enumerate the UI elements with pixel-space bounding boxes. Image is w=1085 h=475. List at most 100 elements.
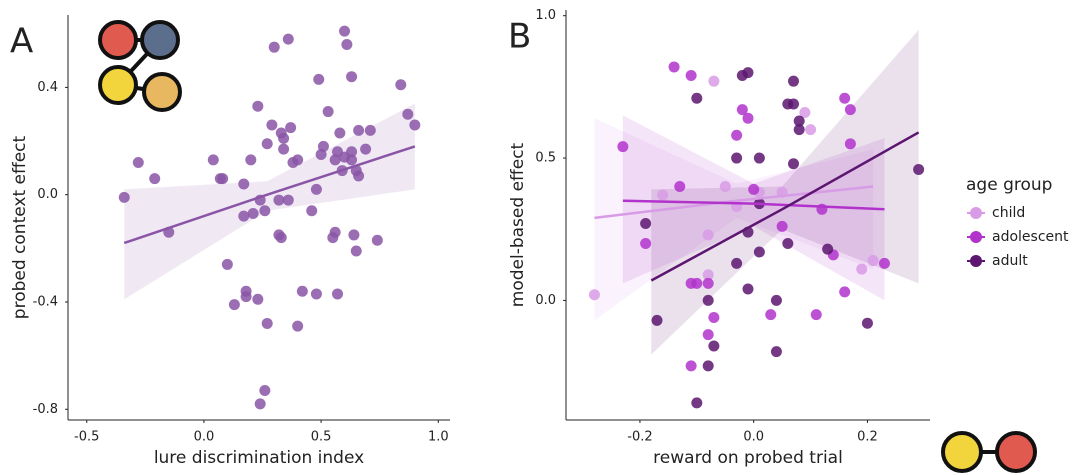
point <box>708 312 720 323</box>
y-tick-label: -0.8 <box>33 402 58 417</box>
point <box>353 170 365 182</box>
point <box>691 92 703 104</box>
icon-monster <box>98 20 138 60</box>
panel: -0.2 0.0 0.2 0.0 0.5 1.0 reward on probed tria… <box>508 8 1069 468</box>
point <box>360 143 372 155</box>
point <box>259 384 271 396</box>
point <box>799 107 811 118</box>
point <box>657 189 669 201</box>
point <box>346 71 358 83</box>
point <box>364 124 376 136</box>
y-tick-label: 0.5 <box>535 151 556 166</box>
point <box>788 75 799 87</box>
point <box>247 207 259 219</box>
point <box>402 108 414 120</box>
icon-group-bottom <box>941 431 1037 473</box>
point <box>310 288 322 300</box>
point <box>266 119 278 131</box>
point <box>252 100 264 112</box>
point <box>292 320 304 332</box>
y-axis-title: model-based effect <box>508 142 528 307</box>
fit-line <box>650 131 920 282</box>
icon-coins <box>142 72 182 112</box>
point <box>334 127 346 139</box>
point <box>346 154 358 166</box>
point <box>770 294 782 306</box>
point <box>793 115 805 127</box>
point <box>753 246 765 258</box>
point <box>322 106 334 118</box>
point <box>282 194 294 206</box>
confidence-band <box>622 115 885 301</box>
point <box>240 291 252 303</box>
point <box>691 397 703 409</box>
y-tick-label: 0.0 <box>535 293 556 308</box>
icon-city <box>140 20 180 60</box>
point <box>702 360 714 372</box>
point <box>317 140 329 152</box>
y-axis-title: probed context effect <box>10 135 30 319</box>
point <box>282 33 294 45</box>
point <box>651 314 663 326</box>
point <box>702 277 714 289</box>
point <box>348 229 360 241</box>
x-tick-label: 0.5 <box>311 430 332 445</box>
x-tick-label: 1.0 <box>428 430 449 445</box>
point <box>261 138 273 150</box>
plots: -0.5 0.0 0.5 1.0 -0.8 -0.4 0.0 0.4 lure discrimi… <box>10 8 1069 468</box>
fit-line <box>594 185 874 220</box>
fit-line <box>123 145 416 245</box>
point <box>782 237 794 249</box>
point <box>149 173 161 185</box>
legend-title: age group <box>966 175 1052 195</box>
point <box>839 92 851 104</box>
point <box>254 398 266 410</box>
point <box>278 132 290 144</box>
x-tick-label: -0.5 <box>74 430 99 445</box>
point <box>879 257 890 269</box>
point <box>285 122 297 134</box>
point <box>313 73 325 85</box>
point <box>805 124 817 136</box>
y-tick-label: -0.4 <box>33 294 58 309</box>
point <box>793 124 805 136</box>
point <box>742 283 754 295</box>
x-axis-title: lure discrimination index <box>154 448 364 468</box>
point <box>332 288 344 300</box>
point <box>691 277 703 289</box>
point <box>719 181 731 193</box>
panel-label: A <box>10 22 33 62</box>
point <box>702 294 714 306</box>
icon-group-top <box>98 20 182 112</box>
point <box>273 194 285 206</box>
point <box>844 138 856 150</box>
point <box>731 152 743 164</box>
fit-line <box>622 199 885 211</box>
x-tick-label: 0.0 <box>194 430 215 445</box>
point <box>731 129 743 141</box>
point <box>685 360 697 372</box>
point <box>353 124 365 136</box>
point <box>776 220 788 232</box>
point <box>844 104 856 116</box>
icon-monster <box>995 431 1037 473</box>
point <box>770 346 782 358</box>
point <box>788 158 799 170</box>
point <box>132 157 144 169</box>
confidence-band <box>594 118 874 321</box>
point <box>259 205 271 217</box>
point <box>708 340 720 352</box>
x-axis-title: reward on probed trial <box>653 448 843 468</box>
point <box>275 232 287 244</box>
point <box>702 329 714 341</box>
legend-item: adult <box>992 253 1028 269</box>
point <box>217 173 229 185</box>
panel: -0.5 0.0 0.5 1.0 -0.8 -0.4 0.0 0.4 lure discrimi… <box>10 15 450 468</box>
point <box>306 205 318 217</box>
point <box>292 154 304 166</box>
point <box>867 255 879 267</box>
point <box>765 309 777 321</box>
x-tick-label: 0.2 <box>857 430 878 445</box>
point <box>617 141 629 153</box>
legend-item: adolescent <box>992 229 1069 245</box>
